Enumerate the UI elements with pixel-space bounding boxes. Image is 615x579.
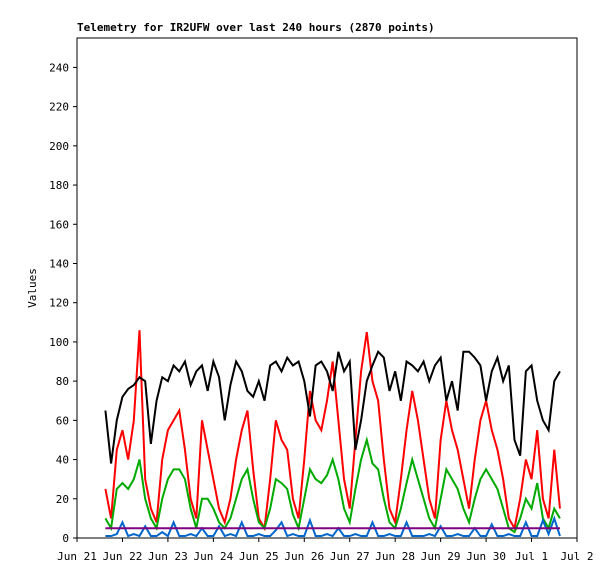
y-tick-label: 120 — [49, 297, 69, 310]
series-line — [104, 330, 561, 532]
x-tick-label: Jul 2 — [560, 550, 593, 563]
y-axis-label: Values — [26, 268, 39, 308]
x-tick-label: Jun 21 — [57, 550, 97, 563]
x-tick-label: Jun 27 — [330, 550, 370, 563]
chart-title: Telemetry for IR2UFW over last 240 hours… — [77, 21, 435, 34]
x-tick-label: Jun 22 — [103, 550, 143, 563]
x-tick-label: Jun 28 — [375, 550, 415, 563]
y-tick-label: 220 — [49, 101, 69, 114]
y-tick-label: 80 — [56, 375, 69, 388]
x-tick-label: Jun 30 — [466, 550, 506, 563]
series-line — [104, 349, 561, 464]
x-tick-label: Jun 24 — [193, 550, 233, 563]
y-tick-label: 200 — [49, 140, 69, 153]
y-tick-label: 20 — [56, 493, 69, 506]
x-tick-label: Jun 23 — [148, 550, 188, 563]
y-tick-label: 0 — [62, 532, 69, 545]
x-tick-label: Jun 29 — [421, 550, 461, 563]
y-tick-label: 240 — [49, 61, 69, 74]
y-tick-label: 40 — [56, 454, 69, 467]
y-tick-label: 140 — [49, 257, 69, 270]
x-tick-label: Jun 26 — [284, 550, 324, 563]
y-tick-label: 160 — [49, 218, 69, 231]
y-tick-label: 100 — [49, 336, 69, 349]
y-tick-label: 60 — [56, 414, 69, 427]
x-tick-label: Jul 1 — [515, 550, 548, 563]
series-line — [104, 436, 561, 534]
plot-frame — [76, 37, 578, 539]
x-tick-label: Jun 25 — [239, 550, 279, 563]
y-tick-label: 180 — [49, 179, 69, 192]
series-line — [105, 515, 561, 538]
